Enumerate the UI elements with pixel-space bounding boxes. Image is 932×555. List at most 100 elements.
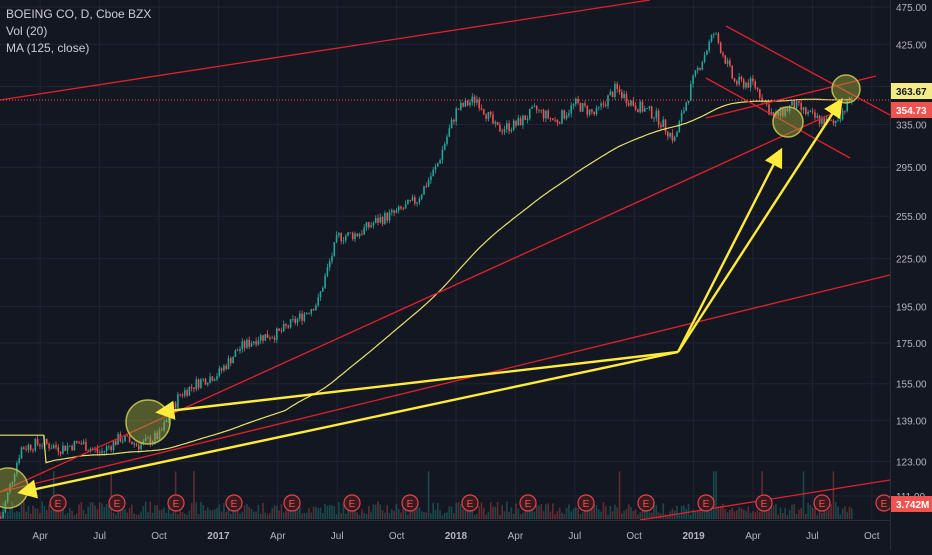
ma-indicator-label[interactable]: MA (125, close) xyxy=(6,41,90,55)
annotation-arrow[interactable] xyxy=(676,147,783,353)
candle-body xyxy=(156,432,158,440)
volume-bar xyxy=(740,508,743,519)
candle-body xyxy=(522,115,524,126)
volume-bar xyxy=(588,509,591,519)
earnings-marker[interactable] xyxy=(577,494,595,512)
volume-bar xyxy=(432,502,434,519)
candle-body xyxy=(793,100,796,109)
volume-bar xyxy=(59,505,62,519)
annotation-arrow[interactable] xyxy=(676,97,843,353)
candle-body xyxy=(404,204,407,209)
volume-bar xyxy=(200,501,202,519)
candle-body xyxy=(407,199,409,205)
candle-body xyxy=(98,452,101,454)
earnings-marker[interactable] xyxy=(225,494,243,512)
earnings-marker[interactable] xyxy=(108,494,126,512)
highlight-circle[interactable] xyxy=(0,467,29,509)
highlight-circle[interactable] xyxy=(831,74,861,104)
trendlines xyxy=(0,0,891,521)
candle-body xyxy=(101,451,103,454)
price-axis[interactable]: 475.00425.00375.00335.00295.00255.00225.… xyxy=(890,0,932,550)
volume-bar xyxy=(257,504,260,519)
volume-bar xyxy=(319,507,322,519)
candle-body xyxy=(678,121,681,132)
volume-bar xyxy=(119,504,122,519)
candle-body xyxy=(218,368,221,377)
highlight-circle[interactable] xyxy=(772,106,804,138)
volume-bar xyxy=(802,471,805,519)
earnings-marker[interactable] xyxy=(813,494,831,512)
earnings-marker[interactable] xyxy=(401,494,419,512)
candle-body xyxy=(126,435,129,437)
volume-bar xyxy=(602,502,605,519)
trendline[interactable] xyxy=(705,77,851,159)
volume-bar xyxy=(738,506,740,519)
annotation-arrow[interactable] xyxy=(17,350,679,499)
volume-bar xyxy=(420,511,423,519)
candle-body xyxy=(381,217,384,224)
earnings-marker[interactable] xyxy=(283,494,301,512)
candle-body xyxy=(648,106,651,109)
volume-bar xyxy=(411,510,414,519)
candle-body xyxy=(174,402,177,408)
trendline[interactable] xyxy=(0,0,651,101)
volume-bar xyxy=(524,505,526,519)
volume-indicator-label[interactable]: Vol (20) xyxy=(6,24,48,38)
candle-body xyxy=(2,511,4,519)
candle-body xyxy=(135,443,138,446)
volume-bar xyxy=(496,501,499,519)
earnings-marker[interactable] xyxy=(755,494,773,512)
volume-bar xyxy=(402,501,405,519)
candle-body xyxy=(798,101,800,104)
candle-body xyxy=(310,309,313,314)
candle-body xyxy=(103,450,106,452)
candle-body xyxy=(18,458,20,464)
earnings-marker[interactable] xyxy=(49,494,67,512)
candle-body xyxy=(662,119,664,128)
volume-bar xyxy=(204,510,207,519)
earnings-marker-label: E xyxy=(407,499,414,510)
volume-bar xyxy=(627,504,630,519)
volume-bar xyxy=(144,501,147,519)
highlight-circle[interactable] xyxy=(125,399,171,445)
volume-bar xyxy=(331,505,333,519)
annotation-arrow[interactable] xyxy=(155,350,679,420)
time-axis[interactable]: Apr Jul Oct 2017 Apr Jul Oct 2018 Apr Jul Oct 2019 A… xyxy=(0,520,890,551)
candle-body xyxy=(604,104,607,107)
volume-bar xyxy=(809,504,812,519)
volume-bar xyxy=(623,510,625,519)
volume-bar xyxy=(579,514,582,519)
volume-bar xyxy=(32,505,34,519)
volume-bar xyxy=(181,511,184,519)
candle-body xyxy=(271,337,273,339)
earnings-marker[interactable] xyxy=(697,494,715,512)
trendline[interactable] xyxy=(705,75,877,119)
earnings-marker[interactable] xyxy=(519,494,537,512)
candle-body xyxy=(52,445,55,449)
earnings-marker[interactable] xyxy=(637,494,655,512)
candle-body xyxy=(512,120,515,130)
trendline[interactable] xyxy=(725,25,891,116)
symbol-label[interactable]: BOEING CO, D, Cboe BZX xyxy=(6,7,152,21)
candle-body xyxy=(195,379,198,390)
candle-body xyxy=(694,70,697,76)
candle-body xyxy=(476,99,478,103)
volume-bar xyxy=(207,507,209,519)
candle-body xyxy=(634,105,637,110)
trendline[interactable] xyxy=(0,274,891,493)
trendline[interactable] xyxy=(0,109,841,493)
volume-bar xyxy=(241,511,244,519)
candle-body xyxy=(165,419,168,423)
candle-body xyxy=(423,186,425,195)
earnings-marker[interactable] xyxy=(167,494,185,512)
earnings-marker[interactable] xyxy=(343,494,361,512)
candle-body xyxy=(807,111,809,114)
volume-bar xyxy=(225,511,227,519)
candle-body xyxy=(266,334,269,338)
earnings-marker[interactable] xyxy=(461,494,479,512)
volume-bar xyxy=(308,508,310,519)
candle-body xyxy=(503,129,506,132)
candle-body xyxy=(39,444,41,446)
candle-body xyxy=(427,180,430,187)
